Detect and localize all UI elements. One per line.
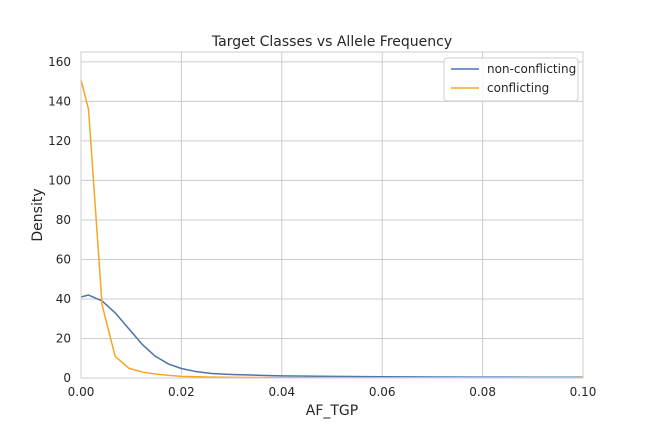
y-tick-label: 0	[63, 371, 71, 385]
y-tick-labels: 0 20 40 60 80 100 120 140 160	[48, 55, 71, 385]
y-tick-label: 160	[48, 55, 71, 69]
x-tick-label: 0.10	[570, 385, 597, 399]
legend: non-conflicting conflicting	[443, 57, 579, 102]
legend-label-conflicting: conflicting	[487, 81, 549, 95]
x-tick-labels: 0.00 0.02 0.04 0.06 0.08 0.10	[68, 385, 597, 399]
chart-title: Target Classes vs Allele Frequency	[211, 34, 452, 50]
y-tick-label: 100	[48, 173, 71, 187]
y-tick-label: 120	[48, 134, 71, 148]
plot-background	[81, 52, 583, 378]
x-tick-label: 0.00	[68, 385, 95, 399]
y-tick-label: 80	[56, 213, 71, 227]
x-axis-label: AF_TGP	[306, 403, 358, 419]
y-tick-label: 140	[48, 94, 71, 108]
legend-label-non-conflicting: non-conflicting	[487, 62, 576, 76]
x-tick-label: 0.04	[268, 385, 295, 399]
grid	[80, 52, 584, 379]
series-line-non-conflicting	[81, 294, 583, 378]
y-tick-label: 40	[56, 292, 71, 306]
y-axis-label: Density	[30, 188, 46, 241]
x-tick-label: 0.06	[369, 385, 396, 399]
x-tick-label: 0.08	[469, 385, 496, 399]
y-tick-label: 20	[56, 331, 71, 345]
plot-frame	[80, 51, 584, 379]
y-tick-label: 60	[56, 252, 71, 266]
x-tick-label: 0.02	[168, 385, 195, 399]
